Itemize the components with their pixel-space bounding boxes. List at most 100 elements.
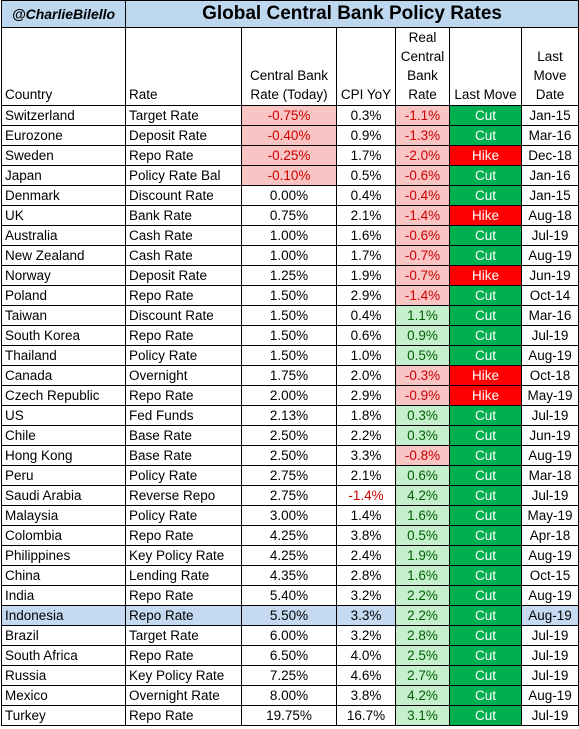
cell-country: Chile [1,425,126,446]
cell-last-move: Cut [449,185,522,206]
cell-real-rate: 2.8% [395,625,450,646]
cell-cb-rate: 4.35% [241,565,337,586]
cell-rate-name: Lending Rate [125,565,242,586]
cell-last-move-date: Jul-19 [520,325,579,346]
cell-rate-name: Target Rate [125,625,242,646]
cell-country: Colombia [1,525,126,546]
cell-last-move: Cut [449,685,522,706]
cell-rate-name: Repo Rate [125,525,242,546]
table-row: Mexico Overnight Rate 8.00% 3.8% 4.2% Cut Aug-… [1,685,579,706]
title-row: @CharlieBilello Global Central Bank Poli… [1,0,579,28]
cell-cpi: 0.6% [336,325,396,346]
cell-rate-name: Base Rate [125,425,242,446]
cell-country: US [1,405,126,426]
cell-last-move: Cut [449,405,522,426]
column-header-country: Country [1,27,126,106]
cell-rate-name: Fed Funds [125,405,242,426]
cell-cb-rate: -0.25% [241,145,337,166]
cell-cb-rate: 1.75% [241,365,337,386]
cell-last-move-date: Jul-19 [520,405,579,426]
cell-last-move: Cut [449,425,522,446]
cell-cb-rate: 2.75% [241,465,337,486]
cell-cb-rate: -0.10% [241,165,337,186]
cell-cb-rate: 4.25% [241,525,337,546]
cell-cpi: 3.2% [336,625,396,646]
cb-rate-header-line: Rate (Today) [250,87,328,102]
cell-cpi: 3.3% [336,445,396,466]
cell-cb-rate: 2.75% [241,485,337,506]
cell-last-move: Hike [449,145,522,166]
cell-country: Czech Republic [1,385,126,406]
table-row: Malaysia Policy Rate 3.00% 1.4% 1.6% Cut May-1… [1,505,579,526]
cell-last-move-date: Aug-19 [520,605,579,626]
cell-cpi: 0.5% [336,165,396,186]
cell-country: China [1,565,126,586]
table-row: South Korea Repo Rate 1.50% 0.6% 0.9% Cut Jul-… [1,325,579,346]
cell-country: Russia [1,665,126,686]
table-row: Sweden Repo Rate -0.25% 1.7% -2.0% Hike Dec-18 [1,145,579,166]
cell-cpi: 2.9% [336,285,396,306]
cell-country: Hong Kong [1,445,126,466]
page-title: Global Central Bank Policy Rates [124,0,579,28]
table-row: Norway Deposit Rate 1.25% 1.9% -0.7% Hike Jun-… [1,265,579,286]
cell-cpi: 0.9% [336,125,396,146]
table-row: Australia Cash Rate 1.00% 1.6% -0.6% Cut Jul-1… [1,225,579,246]
table-row: Brazil Target Rate 6.00% 3.2% 2.8% Cut Jul-19 [1,625,579,646]
cell-last-move-date: Oct-15 [520,565,579,586]
cell-cpi: 1.9% [336,265,396,286]
cell-cpi: 1.6% [336,225,396,246]
cell-last-move: Cut [449,305,522,326]
cell-last-move-date: Jul-19 [520,625,579,646]
cell-real-rate: 1.6% [395,505,450,526]
cell-last-move: Cut [449,585,522,606]
cell-real-rate: -0.6% [395,225,450,246]
cell-cb-rate: 1.50% [241,285,337,306]
column-header-row: Country Rate Central Bank Rate (Today) CP… [1,27,579,106]
cell-real-rate: -0.7% [395,265,450,286]
author-handle: @CharlieBilello [1,0,126,28]
table-row: US Fed Funds 2.13% 1.8% 0.3% Cut Jul-19 [1,405,579,426]
cell-country: Malaysia [1,505,126,526]
column-header-real-rate: Real Central Bank Rate [395,27,450,106]
cell-country: Japan [1,165,126,186]
cell-last-move: Cut [449,485,522,506]
table-row: Canada Overnight 1.75% 2.0% -0.3% Hike Oct-18 [1,365,579,386]
cell-last-move: Cut [449,545,522,566]
cell-real-rate: -0.4% [395,185,450,206]
cell-last-move: Cut [449,105,522,126]
table-row: Czech Republic Repo Rate 2.00% 2.9% -0.9% Hik… [1,385,579,406]
cell-real-rate: 0.9% [395,325,450,346]
cell-rate-name: Overnight [125,365,242,386]
cell-last-move: Cut [449,645,522,666]
cell-cb-rate: 0.00% [241,185,337,206]
cell-rate-name: Repo Rate [125,705,242,726]
cell-cb-rate: 2.50% [241,425,337,446]
cell-real-rate: 4.2% [395,685,450,706]
cell-last-move-date: Jun-19 [520,265,579,286]
cell-country: Peru [1,465,126,486]
cell-cb-rate: 1.00% [241,245,337,266]
cell-last-move-date: Aug-19 [520,585,579,606]
cell-last-move: Cut [449,345,522,366]
cell-last-move: Cut [449,625,522,646]
cell-real-rate: 0.5% [395,345,450,366]
cell-last-move-date: Jul-19 [520,645,579,666]
cell-cpi: 16.7% [336,705,396,726]
cell-cb-rate: 6.50% [241,645,337,666]
cell-rate-name: Key Policy Rate [125,545,242,566]
cell-cpi: 3.8% [336,525,396,546]
cell-cpi: 2.1% [336,465,396,486]
cell-real-rate: 1.9% [395,545,450,566]
cell-country: Indonesia [1,605,126,626]
cell-last-move-date: Jan-15 [520,105,579,126]
cell-rate-name: Deposit Rate [125,125,242,146]
date-header-line: Move [533,68,567,83]
column-header-last-move-date: Last Move Date [520,27,579,106]
cell-cb-rate: -0.75% [241,105,337,126]
cell-cb-rate: 8.00% [241,685,337,706]
cell-cpi: 2.2% [336,425,396,446]
cell-cb-rate: 4.25% [241,545,337,566]
cell-last-move-date: Jul-19 [520,665,579,686]
cell-cb-rate: -0.40% [241,125,337,146]
cell-last-move-date: Apr-18 [520,525,579,546]
